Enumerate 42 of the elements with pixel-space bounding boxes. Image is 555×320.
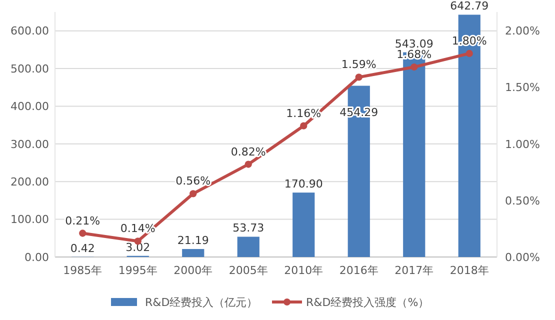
point xyxy=(79,230,86,237)
bar xyxy=(182,249,204,257)
legend-label: R&D经费投入（亿元） xyxy=(145,296,258,309)
point xyxy=(300,122,308,130)
x-tick-label: 2017年 xyxy=(394,264,434,277)
point xyxy=(244,160,252,168)
x-tick-label: 2018年 xyxy=(450,264,489,277)
data-label: 642.79 xyxy=(450,0,489,13)
x-tick-label: 2016年 xyxy=(339,264,378,277)
x-tick-label: 1985年 xyxy=(63,264,102,277)
y2-tick-label: 1.00% xyxy=(505,138,540,151)
data-label: 53.73 xyxy=(232,222,264,235)
bar xyxy=(237,236,260,257)
data-label: 1.59% xyxy=(341,58,376,72)
data-label: 0.56% xyxy=(176,174,211,188)
x-tick-label: 2005年 xyxy=(228,264,268,277)
data-label: 0.82% xyxy=(230,145,266,158)
data-label: 0.21% xyxy=(65,214,100,228)
data-label: 170.90 xyxy=(284,178,323,191)
y-tick-label: 500.00 xyxy=(10,62,49,76)
point xyxy=(410,63,418,71)
y-tick-label: 600.00 xyxy=(10,24,49,38)
y-tick-label: 100.00 xyxy=(10,213,49,226)
x-tick-label: 2000年 xyxy=(174,264,213,277)
y-tick-label: 300.00 xyxy=(10,138,49,151)
x-tick-label: 1995年 xyxy=(118,264,158,277)
point xyxy=(190,190,197,198)
y2-tick-label: 1.50% xyxy=(505,81,540,94)
data-label: 21.19 xyxy=(177,234,209,248)
y2-tick-label: 0.00% xyxy=(505,250,540,264)
data-label: 543.09 xyxy=(394,37,434,50)
y2-tick-label: 0.50% xyxy=(505,194,540,208)
y-tick-label: 400.00 xyxy=(10,100,49,114)
x-tick-label: 2010年 xyxy=(284,264,324,277)
y-tick-label: 200.00 xyxy=(10,175,49,188)
bar xyxy=(292,192,315,257)
y-tick-label: 0.00 xyxy=(24,250,49,264)
y2-tick-label: 2.00% xyxy=(505,24,540,38)
legend-label: R&D经费投入强度（%） xyxy=(306,296,430,309)
point xyxy=(355,74,362,81)
data-label: 0.42 xyxy=(70,242,95,255)
point xyxy=(466,50,473,58)
